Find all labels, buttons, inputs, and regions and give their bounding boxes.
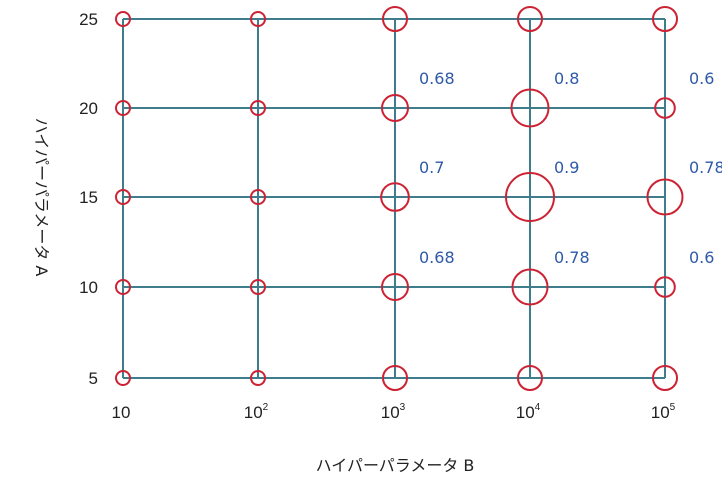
- y-tick-labels: 25 20 15 10 5: [79, 10, 98, 388]
- score-label: 0.78: [554, 248, 590, 267]
- grid-point-marker: [652, 365, 678, 391]
- x-tick-label: 102: [244, 402, 269, 422]
- grid-lines: [122, 18, 666, 379]
- grid-point-marker: [381, 94, 409, 122]
- grid-point-marker: [382, 365, 408, 391]
- score-labels: 0.68 0.8 0.6 0.7 0.9 0.78 0.68 0.78 0.6: [419, 69, 722, 267]
- grid-point-marker: [505, 172, 555, 222]
- grid-point-marker: [115, 100, 131, 116]
- grid-point-marker: [115, 11, 131, 27]
- score-label: 0.68: [419, 248, 455, 267]
- grid-point-marker: [115, 189, 131, 205]
- grid-point-marker: [510, 88, 550, 128]
- grid-point-marker: [250, 189, 266, 205]
- grid-point-marker: [115, 279, 131, 295]
- y-tick-label: 10: [79, 278, 98, 297]
- y-tick-label: 15: [79, 188, 98, 207]
- grid-point-marker: [646, 178, 684, 216]
- grid-point-marker: [517, 6, 543, 32]
- score-label: 0.6: [689, 248, 714, 267]
- grid-point-marker: [652, 6, 678, 32]
- score-label: 0.9: [554, 158, 579, 177]
- x-tick-labels: 10 102 103 104 105: [112, 402, 676, 422]
- markers: [115, 6, 684, 391]
- grid-point-marker: [250, 11, 266, 27]
- x-axis-title: ハイパーパラメータ B: [316, 456, 475, 475]
- grid-point-marker: [511, 268, 549, 306]
- score-label: 0.7: [419, 158, 444, 177]
- y-tick-label: 5: [89, 369, 98, 388]
- grid-point-marker: [517, 365, 543, 391]
- x-tick-label: 103: [381, 402, 406, 422]
- grid-point-marker: [380, 182, 410, 212]
- grid-point-marker: [250, 370, 266, 386]
- score-label: 0.68: [419, 69, 455, 88]
- grid-point-marker: [381, 273, 409, 301]
- score-label: 0.8: [554, 69, 579, 88]
- x-tick-label: 104: [516, 402, 541, 422]
- score-label: 0.78: [689, 158, 722, 177]
- grid-point-marker: [654, 276, 676, 298]
- x-tick-label: 10: [112, 403, 131, 422]
- grid-point-marker: [250, 279, 266, 295]
- grid-point-marker: [654, 97, 676, 119]
- grid-point-marker: [250, 100, 266, 116]
- y-tick-label: 25: [79, 10, 98, 29]
- y-axis-title: ハイパーパラメータ A: [32, 118, 51, 277]
- grid-point-marker: [115, 370, 131, 386]
- score-label: 0.6: [689, 69, 714, 88]
- x-tick-label: 105: [651, 402, 676, 422]
- grid-point-marker: [382, 6, 408, 32]
- y-tick-label: 20: [79, 99, 98, 118]
